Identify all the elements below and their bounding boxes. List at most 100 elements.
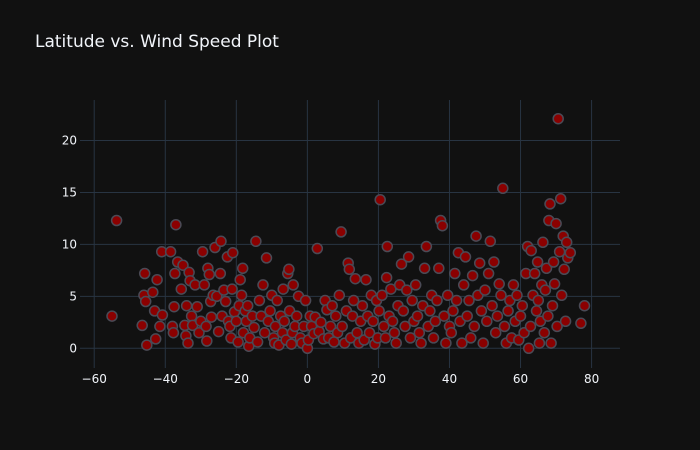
data-point: [185, 310, 198, 322]
data-point: [219, 295, 232, 308]
data-points: [106, 112, 591, 355]
data-point: [196, 245, 209, 258]
data-point: [531, 256, 544, 268]
data-point: [151, 273, 163, 286]
data-point: [269, 320, 282, 333]
data-point: [461, 310, 473, 322]
data-point: [328, 336, 340, 348]
data-point: [525, 244, 537, 257]
data-point: [514, 310, 527, 322]
data-point: [201, 335, 213, 347]
data-point: [450, 294, 463, 307]
data-point: [203, 268, 216, 281]
data-point: [546, 299, 559, 312]
data-point: [200, 320, 212, 333]
data-point: [473, 257, 486, 269]
data-point: [441, 289, 454, 302]
data-point: [495, 289, 507, 302]
data-point: [489, 326, 502, 339]
data-point: [528, 267, 541, 280]
data-point: [360, 273, 372, 286]
data-point: [533, 337, 546, 349]
x-tick-label: −40: [153, 372, 178, 386]
data-point: [538, 326, 551, 339]
x-tick-label: 20: [371, 372, 386, 386]
data-point: [545, 337, 557, 349]
data-point: [427, 332, 440, 344]
data-point: [438, 310, 450, 322]
data-point: [420, 240, 433, 253]
data-point: [253, 294, 266, 307]
data-point: [374, 193, 386, 206]
data-point: [468, 320, 481, 333]
data-point: [285, 338, 298, 350]
data-point: [522, 342, 535, 355]
data-point: [378, 320, 390, 333]
data-point: [170, 218, 182, 231]
data-point: [299, 294, 312, 307]
data-point: [214, 267, 227, 280]
data-point: [436, 219, 449, 232]
data-point: [411, 310, 424, 322]
data-point: [380, 271, 393, 284]
data-point: [149, 333, 162, 345]
data-point: [367, 315, 379, 328]
data-point: [542, 310, 554, 322]
x-tick-label: −20: [224, 372, 249, 386]
data-point: [177, 259, 189, 271]
data-point: [537, 236, 549, 249]
data-point: [290, 310, 303, 322]
y-tick-label: 10: [62, 237, 77, 251]
data-point: [311, 242, 324, 255]
data-point: [250, 235, 262, 248]
data-point: [343, 263, 356, 276]
data-point: [376, 289, 388, 302]
data-point: [463, 294, 475, 307]
data-point: [440, 337, 452, 349]
data-point: [232, 336, 244, 348]
data-point: [532, 294, 545, 307]
data-point: [415, 337, 427, 349]
data-point: [491, 310, 504, 322]
data-point: [477, 337, 489, 349]
data-point: [147, 286, 159, 298]
data-point: [346, 310, 359, 322]
data-point: [193, 326, 205, 339]
data-point: [486, 299, 498, 312]
data-point: [399, 320, 411, 333]
data-point: [553, 245, 566, 258]
data-point: [227, 246, 239, 259]
data-point: [397, 305, 410, 317]
data-point: [180, 299, 193, 312]
data-point: [212, 325, 225, 338]
data-point: [564, 246, 577, 259]
data-point: [502, 305, 514, 317]
data-point: [164, 245, 177, 258]
data-point: [497, 182, 509, 195]
data-point: [401, 284, 413, 296]
data-point: [559, 315, 572, 328]
data-point: [235, 289, 248, 302]
data-point: [552, 112, 564, 125]
data-point: [110, 214, 123, 227]
data-point: [182, 337, 194, 349]
data-point: [447, 305, 459, 317]
data-point: [198, 279, 211, 291]
data-point: [168, 300, 180, 313]
data-point: [555, 289, 568, 302]
data-point: [326, 299, 338, 312]
x-tick-label: 0: [304, 372, 312, 386]
data-point: [550, 217, 562, 230]
data-point: [449, 267, 461, 280]
data-point: [330, 310, 342, 322]
data-point: [167, 326, 180, 339]
data-point: [539, 284, 552, 296]
x-tick-label: 60: [513, 372, 528, 386]
data-point: [413, 326, 426, 339]
data-point: [457, 279, 470, 291]
data-point: [363, 326, 376, 339]
y-tick-label: 20: [62, 134, 77, 148]
data-point: [191, 300, 203, 313]
data-point: [390, 337, 402, 349]
data-point: [236, 262, 249, 275]
